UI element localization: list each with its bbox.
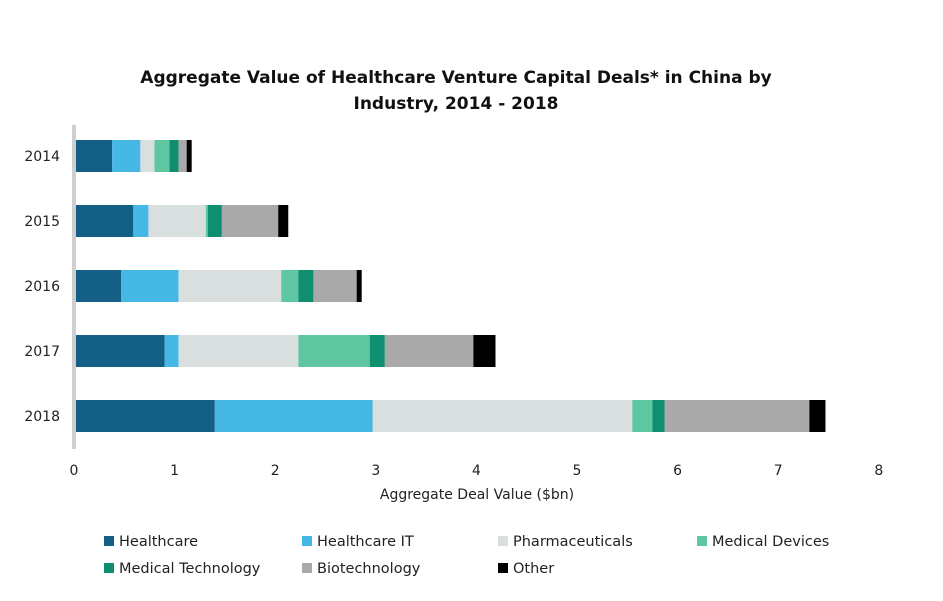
legend-item-medical-technology: Medical Technology	[104, 561, 261, 577]
bar-2017-medical-technology	[369, 335, 385, 367]
bar-2014-healthcare	[76, 140, 113, 172]
bar-2017-pharmaceuticals	[178, 335, 299, 367]
x-tick-label-1: 1	[170, 463, 179, 479]
bar-2017-biotechnology	[384, 335, 474, 367]
x-tick-label-3: 3	[371, 463, 380, 479]
bar-2018-medical-technology	[652, 400, 665, 432]
y-tick-label-2014: 2014	[24, 149, 60, 165]
bar-2015-biotechnology	[221, 205, 279, 237]
bar-2015-healthcare	[76, 205, 134, 237]
bar-2016-biotechnology	[313, 270, 357, 302]
x-tick-labels: 0 1 2 3 4 5 6 7 8	[70, 463, 884, 479]
legend-label-healthcare: Healthcare	[119, 534, 198, 550]
legend-swatch-healthcare	[104, 536, 114, 546]
legend-item-pharmaceuticals: Pharmaceuticals	[498, 534, 633, 550]
bar-2018-healthcare	[76, 400, 215, 432]
x-tick-label-4: 4	[472, 463, 481, 479]
bar-2015-medical-devices	[205, 205, 208, 237]
bar-2017-medical-devices	[298, 335, 370, 367]
x-axis-label: Aggregate Deal Value ($bn)	[380, 487, 574, 503]
bar-2017-healthcare-it	[164, 335, 179, 367]
bar-2018-pharmaceuticals	[372, 400, 633, 432]
chart-title-line-2: Industry, 2014 - 2018	[354, 94, 559, 114]
bar-2014-pharmaceuticals	[140, 140, 155, 172]
bar-2017-other	[473, 335, 496, 367]
bar-2018-biotechnology	[664, 400, 810, 432]
legend-item-medical-devices: Medical Devices	[697, 534, 829, 550]
bar-2016-medical-devices	[281, 270, 299, 302]
bar-2014-biotechnology	[178, 140, 187, 172]
x-tick-label-6: 6	[673, 463, 682, 479]
bar-2015-healthcare-it	[133, 205, 149, 237]
bar-2017-healthcare	[76, 335, 165, 367]
y-tick-label-2018: 2018	[24, 409, 60, 425]
bar-2014-healthcare-it	[112, 140, 141, 172]
legend-swatch-pharmaceuticals	[498, 536, 508, 546]
bar-2018-medical-devices	[632, 400, 653, 432]
legend-item-healthcare-it: Healthcare IT	[302, 534, 414, 550]
legend-label-healthcare-it: Healthcare IT	[317, 534, 414, 550]
x-tick-label-5: 5	[573, 463, 582, 479]
legend-item-healthcare: Healthcare	[104, 534, 198, 550]
y-axis-line	[72, 125, 76, 449]
legend-item-biotechnology: Biotechnology	[302, 561, 421, 577]
legend-label-biotechnology: Biotechnology	[317, 561, 421, 577]
legend-label-medical-technology: Medical Technology	[119, 561, 261, 577]
legend-swatch-healthcare-it	[302, 536, 312, 546]
x-tick-label-2: 2	[271, 463, 280, 479]
legend-swatch-medical-devices	[697, 536, 707, 546]
bar-2014-other	[186, 140, 192, 172]
legend-label-other: Other	[513, 561, 554, 577]
chart-title-line-1: Aggregate Value of Healthcare Venture Ca…	[140, 68, 771, 88]
legend-label-medical-devices: Medical Devices	[712, 534, 829, 550]
y-tick-label-2017: 2017	[24, 344, 60, 360]
legend: Healthcare Healthcare IT Pharmaceuticals Me…	[104, 534, 829, 577]
legend-item-other: Other	[498, 561, 554, 577]
y-tick-label-2016: 2016	[24, 279, 60, 295]
bar-2014-medical-devices	[154, 140, 170, 172]
bar-2015-pharmaceuticals	[148, 205, 206, 237]
bar-2016-pharmaceuticals	[178, 270, 282, 302]
y-tick-labels: 2014 2015 2016 2017 2018	[24, 149, 60, 425]
bar-2018-healthcare-it	[214, 400, 373, 432]
bar-2016-healthcare-it	[121, 270, 179, 302]
bar-2014-medical-technology	[169, 140, 179, 172]
y-tick-label-2015: 2015	[24, 214, 60, 230]
legend-swatch-medical-technology	[104, 563, 114, 573]
bar-2016-healthcare	[76, 270, 122, 302]
x-tick-label-8: 8	[874, 463, 883, 479]
bars-group	[76, 140, 826, 432]
bar-2015-medical-technology	[207, 205, 222, 237]
legend-swatch-other	[498, 563, 508, 573]
bar-2015-other	[278, 205, 289, 237]
legend-label-pharmaceuticals: Pharmaceuticals	[513, 534, 633, 550]
legend-swatch-biotechnology	[302, 563, 312, 573]
x-tick-label-0: 0	[70, 463, 79, 479]
bar-2016-other	[356, 270, 362, 302]
bar-2018-other	[809, 400, 826, 432]
bar-2016-medical-technology	[298, 270, 314, 302]
x-tick-label-7: 7	[774, 463, 783, 479]
